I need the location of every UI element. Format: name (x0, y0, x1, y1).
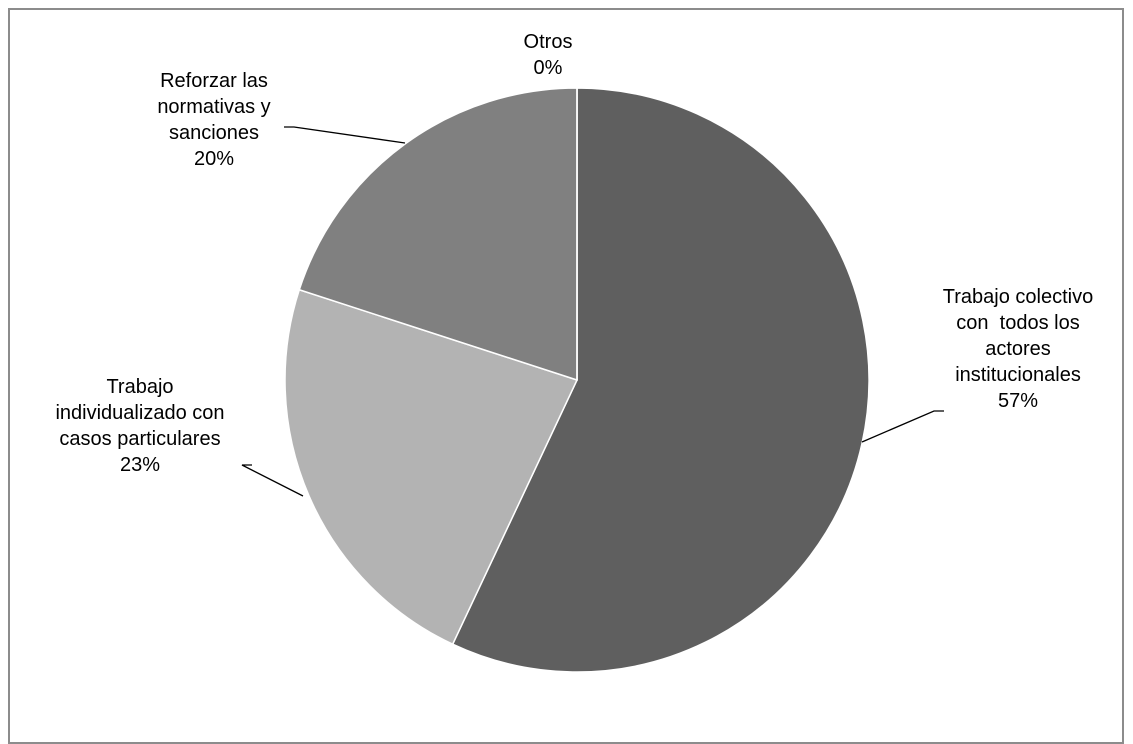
slice-label-line: actores (985, 338, 1051, 360)
slice-label-line: Otros (524, 31, 573, 53)
slice-label-line: sanciones (169, 122, 259, 144)
slice-label-1: Trabajo individualizado con casos particul… (55, 376, 224, 476)
slice-label-line: Trabajo colectivo (943, 286, 1093, 308)
slice-label-line: individualizado con (55, 402, 224, 424)
pie-slice-2 (298, 87, 578, 382)
leader-lines (241, 126, 944, 497)
slice-label-0: Trabajo colectivo con todos los actores ins… (943, 286, 1093, 412)
slice-label-line: normativas y (157, 96, 270, 118)
pie-slice-1 (284, 288, 579, 646)
slice-percent-2: 20% (194, 148, 234, 170)
slice-labels: Trabajo colectivo con todos los actores ins… (55, 31, 1093, 476)
slice-label-line: casos particulares (59, 428, 220, 450)
slice-label-line: con todos los (956, 312, 1079, 334)
pie-slice-0 (451, 87, 870, 673)
slice-label-3: Otros 0% (524, 31, 573, 79)
slice-percent-1: 23% (120, 454, 160, 476)
slice-percent-0: 57% (998, 390, 1038, 412)
slice-label-2: Reforzar las normativas y sanciones 20% (157, 70, 270, 170)
slice-percent-3: 0% (534, 57, 563, 79)
pie-slices (284, 87, 870, 673)
slice-label-line: Reforzar las (160, 70, 268, 92)
leader-line-2 (284, 126, 406, 144)
leader-line-0 (861, 410, 944, 443)
leader-line-1 (241, 464, 304, 497)
slice-label-line: institucionales (955, 364, 1081, 386)
slice-label-line: Trabajo (106, 376, 173, 398)
